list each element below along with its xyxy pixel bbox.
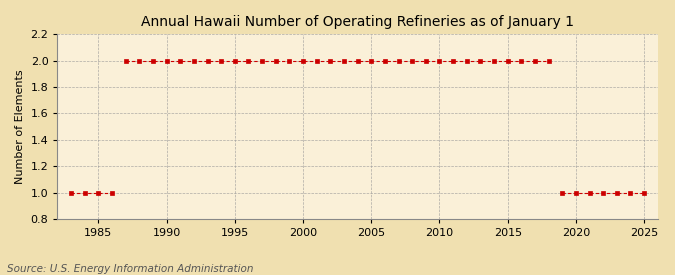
Text: Source: U.S. Energy Information Administration: Source: U.S. Energy Information Administ…	[7, 264, 253, 274]
Title: Annual Hawaii Number of Operating Refineries as of January 1: Annual Hawaii Number of Operating Refine…	[141, 15, 574, 29]
Y-axis label: Number of Elements: Number of Elements	[15, 69, 25, 184]
